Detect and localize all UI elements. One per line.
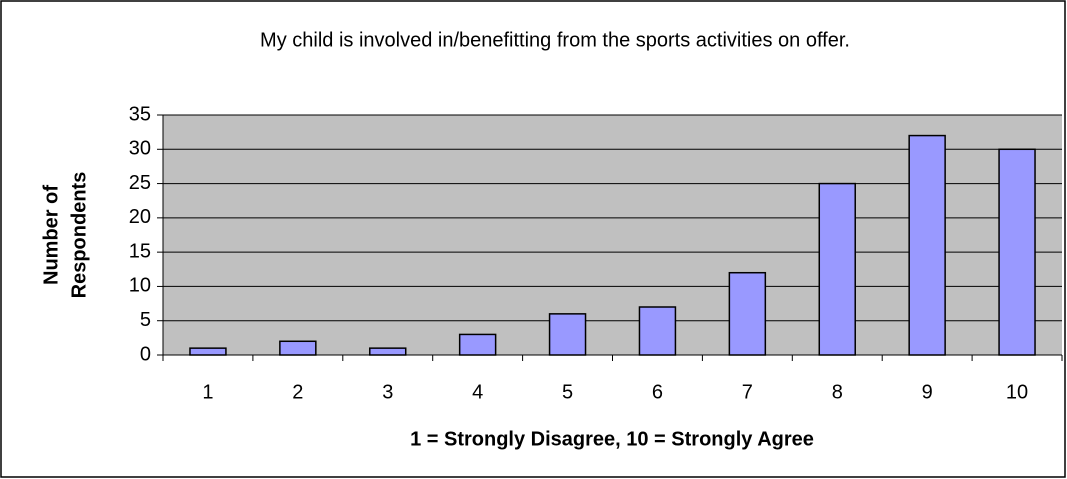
- bar: [279, 340, 317, 356]
- bar: [638, 306, 677, 356]
- x-axis-label: 1 = Strongly Disagree, 10 = Strongly Agr…: [410, 428, 814, 450]
- y-tick-label: 25: [129, 172, 151, 194]
- bar: [728, 271, 767, 356]
- y-tick-label: 30: [129, 138, 151, 160]
- bar: [818, 182, 856, 356]
- x-tick-label: 5: [562, 381, 573, 403]
- x-tick-label: 6: [652, 381, 663, 403]
- x-tick-label: 8: [832, 381, 843, 403]
- y-axis-label: Number of: [40, 185, 62, 285]
- y-tick-label: 35: [129, 103, 151, 125]
- y-tick-label: 20: [129, 206, 151, 228]
- bar: [908, 134, 946, 356]
- bar: [548, 313, 587, 356]
- y-tick-label: 10: [129, 275, 151, 297]
- bar: [369, 347, 407, 356]
- bar: [189, 347, 227, 356]
- bar: [998, 148, 1036, 356]
- y-axis-label: Respondents: [68, 172, 90, 299]
- x-tick-label: 1: [202, 381, 213, 403]
- y-tick-label: 15: [129, 240, 151, 262]
- bar: [458, 333, 497, 356]
- y-tick-label: 0: [140, 343, 151, 365]
- x-tick-label: 9: [922, 381, 933, 403]
- y-tick-label: 5: [140, 309, 151, 331]
- x-tick-label: 3: [382, 381, 393, 403]
- chart-title: My child is involved in/benefitting from…: [260, 29, 850, 51]
- x-tick-label: 10: [1006, 381, 1028, 403]
- x-tick-label: 7: [742, 381, 753, 403]
- x-tick-label: 2: [292, 381, 303, 403]
- x-tick-label: 4: [472, 381, 483, 403]
